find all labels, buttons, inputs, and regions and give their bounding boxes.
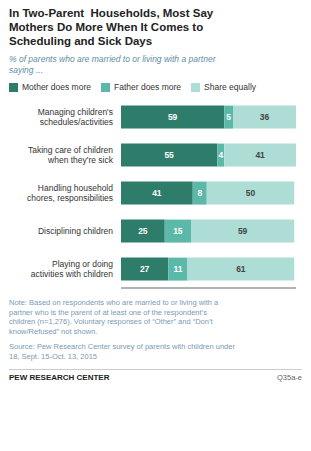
svg-text:8: 8	[197, 188, 202, 198]
html-text:Note: Based on respondents who: Note: Based on respondents who are marri…	[9, 298, 219, 336]
svg-text:11: 11	[173, 264, 182, 274]
svg-text:41: 41	[152, 188, 162, 198]
html-text:Share equally: Share equally	[204, 82, 257, 92]
html-text:PEW RESEARCH CENTER: PEW RESEARCH CENTER	[9, 373, 110, 382]
html-text:In Two-Parent Households, Most: In Two-Parent Households, Most Say Mothe…	[9, 7, 214, 47]
html-text:% of parents who are married t: % of parents who are married to or livin…	[9, 54, 216, 75]
svg-text:Managing children'sschedules/a: Managing children'sschedules/activities	[38, 107, 113, 127]
svg-text:50: 50	[246, 188, 256, 198]
svg-text:Taking care of childrenwhen th: Taking care of childrenwhen they're sick	[28, 145, 114, 165]
svg-text:Handling householdchores, resp: Handling householdchores, responsibiliti…	[27, 183, 113, 203]
html-text:Father does more: Father does more	[114, 82, 182, 92]
svg-text:Disciplining children: Disciplining children	[38, 226, 113, 236]
svg-text:59: 59	[168, 112, 178, 122]
svg-text:27: 27	[140, 264, 150, 274]
svg-text:5: 5	[226, 112, 231, 122]
svg-text:59: 59	[238, 226, 248, 236]
html-text:Source: Pew Research Center su: Source: Pew Research Center survey of pa…	[9, 342, 235, 361]
svg-text:15: 15	[173, 226, 183, 236]
svg-text:36: 36	[260, 112, 270, 122]
svg-text:61: 61	[236, 264, 246, 274]
svg-text:25: 25	[138, 226, 148, 236]
svg-text:41: 41	[255, 150, 265, 160]
svg-text:Playing or doingactivities wit: Playing or doingactivities with children	[31, 259, 113, 279]
html-text:Q35a-e: Q35a-e	[277, 373, 302, 382]
svg-text:55: 55	[164, 150, 174, 160]
html-text:Mother does more: Mother does more	[22, 82, 91, 92]
svg-text:4: 4	[218, 150, 223, 160]
